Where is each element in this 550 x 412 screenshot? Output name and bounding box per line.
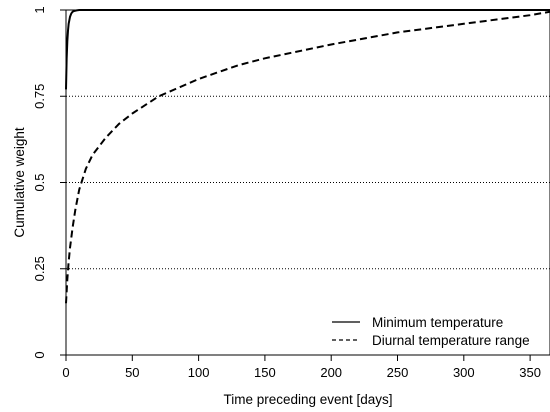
y-tick-label: 0.25 [32,256,47,281]
x-tick-label: 200 [320,365,342,380]
y-axis-title: Cumulative weight [12,127,27,238]
x-tick-label: 50 [125,365,139,380]
legend: Minimum temperature Diurnal temperature r… [332,315,530,348]
x-tick-label: 300 [453,365,475,380]
y-tick-label: 1 [32,6,47,13]
legend-label: Diurnal temperature range [372,333,530,348]
x-tick-label: 100 [188,365,210,380]
series-line-2 [65,10,550,304]
x-tick-label: 350 [519,365,541,380]
x-tick-label: 250 [387,365,409,380]
y-tick-label: 0.75 [32,84,47,109]
x-tick-label: 0 [62,365,69,380]
y-tick-label: 0 [32,351,47,358]
legend-label: Minimum temperature [372,315,503,330]
x-tick-label: 150 [254,365,276,380]
x-axis: 0 50 100 150 200 250 300 350 [62,355,541,380]
y-tick-label: 0.5 [32,173,47,191]
series-lines [65,9,550,304]
x-axis-title: Time preceding event [days] [223,392,392,407]
y-axis: 0 0.25 0.5 0.75 1 [32,6,66,359]
